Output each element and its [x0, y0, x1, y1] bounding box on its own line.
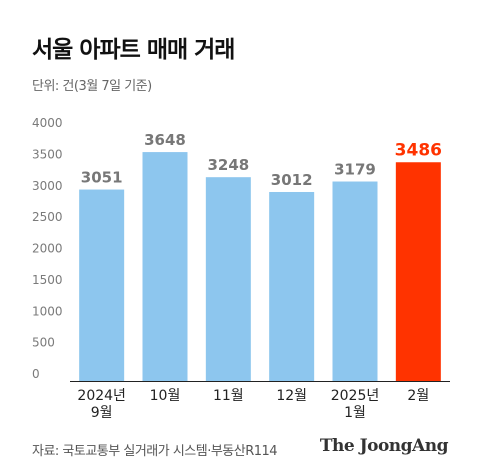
value-label: 3012 — [271, 171, 313, 189]
x-tick-label: 2024년 — [77, 388, 126, 404]
x-tick-label: 11월 — [213, 388, 244, 404]
y-tick-label: 1500 — [32, 273, 63, 287]
bar-chart: 0 500 1000 1500 2000 2500 3000 3500 4000 3051 364… — [32, 116, 450, 421]
x-tick-label: 2월 — [407, 388, 429, 404]
x-tick-label: 1월 — [344, 405, 366, 421]
bar — [142, 152, 188, 381]
value-label: 3486 — [395, 140, 442, 160]
value-label: 3248 — [207, 156, 249, 174]
bars — [79, 152, 441, 381]
y-axis-ticks: 0 500 1000 1500 2000 2500 3000 3500 4000 — [32, 116, 63, 381]
y-tick-label: 4000 — [32, 116, 63, 130]
brand-logo: The JoongAng — [319, 436, 449, 456]
y-tick-label: 2500 — [32, 210, 63, 224]
x-tick-label: 10월 — [150, 388, 181, 404]
unit-note: 단위: 건(3월 7일 기준) — [32, 79, 152, 94]
chart-title: 서울 아파트 매매 거래 — [32, 37, 235, 63]
value-labels: 3051 3648 3248 3012 3179 3486 — [81, 131, 442, 189]
x-tick-label: 9월 — [91, 405, 113, 421]
y-tick-label: 0 — [32, 367, 40, 381]
y-tick-label: 500 — [32, 336, 55, 350]
y-tick-label: 3000 — [32, 179, 63, 193]
y-tick-label: 3500 — [32, 147, 63, 161]
x-tick-label: 12월 — [276, 388, 307, 404]
y-tick-label: 1000 — [32, 304, 63, 318]
bar — [332, 181, 378, 381]
bar — [395, 162, 441, 381]
value-label: 3648 — [144, 131, 186, 149]
value-label: 3051 — [81, 169, 123, 187]
x-tick-label: 2025년 — [331, 388, 380, 404]
source-note: 자료: 국토교통부 실거래가 시스템·부동산R114 — [32, 444, 278, 459]
value-label: 3179 — [334, 161, 376, 179]
bar — [205, 177, 251, 381]
bar — [79, 189, 125, 381]
y-tick-label: 2000 — [32, 242, 63, 256]
bar — [269, 191, 315, 381]
